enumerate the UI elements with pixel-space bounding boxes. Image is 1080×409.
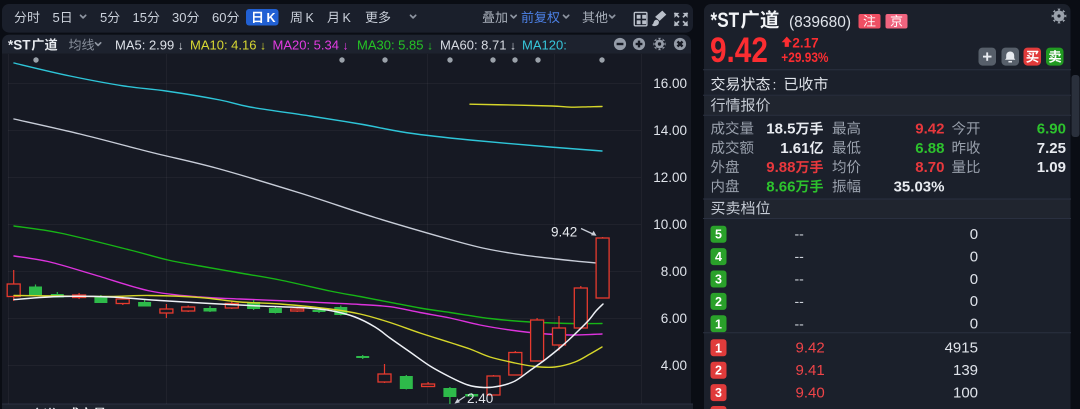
svg-text:↓: ↓ bbox=[427, 39, 433, 53]
svg-text:60: 60 bbox=[212, 10, 226, 25]
svg-text:K: K bbox=[343, 11, 352, 25]
svg-text:9.42: 9.42 bbox=[796, 340, 825, 357]
svg-text:6.00: 6.00 bbox=[661, 311, 687, 326]
svg-text:3: 3 bbox=[715, 273, 722, 287]
svg-text:5: 5 bbox=[715, 228, 722, 242]
svg-text:14.00: 14.00 bbox=[653, 123, 687, 138]
svg-text:9.42: 9.42 bbox=[710, 31, 768, 70]
svg-text:(839680): (839680) bbox=[789, 14, 851, 31]
svg-text:9.41: 9.41 bbox=[796, 362, 825, 379]
svg-text:MA20: 5.34: MA20: 5.34 bbox=[273, 38, 340, 53]
svg-text:3: 3 bbox=[715, 386, 722, 400]
svg-text:↓: ↓ bbox=[260, 39, 266, 53]
svg-text:1.61: 1.61 bbox=[780, 140, 809, 157]
svg-text::: : bbox=[773, 77, 777, 93]
svg-text:6.90: 6.90 bbox=[1037, 121, 1066, 138]
svg-text:9.42: 9.42 bbox=[915, 121, 944, 138]
svg-text:MA5: 2.99: MA5: 2.99 bbox=[115, 38, 174, 53]
svg-text:6.88: 6.88 bbox=[915, 140, 944, 157]
svg-text:12.00: 12.00 bbox=[653, 170, 687, 185]
svg-text:1: 1 bbox=[715, 341, 722, 355]
svg-text:100: 100 bbox=[953, 384, 978, 401]
svg-text:0: 0 bbox=[970, 248, 978, 265]
svg-text:↓: ↓ bbox=[178, 39, 184, 53]
svg-text:0: 0 bbox=[970, 271, 978, 288]
svg-text:+29.93%: +29.93% bbox=[781, 49, 828, 65]
svg-text:4.00: 4.00 bbox=[661, 358, 687, 373]
svg-text:8.66: 8.66 bbox=[766, 178, 795, 195]
svg-text:MA30: 5.85: MA30: 5.85 bbox=[357, 38, 424, 53]
svg-text:--: -- bbox=[795, 293, 805, 309]
svg-text:35.03%: 35.03% bbox=[894, 178, 945, 195]
svg-text:↓: ↓ bbox=[343, 39, 349, 53]
svg-text:5: 5 bbox=[53, 10, 60, 25]
svg-text:16.00: 16.00 bbox=[653, 76, 687, 91]
svg-text:8.70: 8.70 bbox=[915, 159, 944, 176]
svg-text:--: -- bbox=[795, 315, 805, 331]
svg-text:9.88: 9.88 bbox=[766, 159, 795, 176]
svg-text:0: 0 bbox=[970, 226, 978, 243]
svg-text:4: 4 bbox=[715, 250, 722, 264]
svg-text:5: 5 bbox=[100, 10, 107, 25]
svg-text:8.00: 8.00 bbox=[661, 264, 687, 279]
svg-text:2.17: 2.17 bbox=[792, 35, 818, 50]
svg-text:18.5: 18.5 bbox=[766, 121, 795, 138]
svg-text:15: 15 bbox=[133, 10, 147, 25]
svg-text:--: -- bbox=[795, 271, 805, 287]
svg-text:2.40: 2.40 bbox=[467, 391, 493, 406]
svg-text:MA10: 4.16: MA10: 4.16 bbox=[190, 38, 257, 53]
svg-text:0: 0 bbox=[970, 316, 978, 333]
svg-text:7.25: 7.25 bbox=[1037, 140, 1066, 157]
svg-text:*ST: *ST bbox=[8, 38, 31, 53]
svg-text:139: 139 bbox=[953, 362, 978, 379]
svg-text:--: -- bbox=[795, 248, 805, 264]
svg-text:--: -- bbox=[795, 226, 805, 242]
svg-text:9.40: 9.40 bbox=[796, 384, 825, 401]
svg-text:↓: ↓ bbox=[510, 39, 516, 53]
svg-text:*ST: *ST bbox=[711, 8, 740, 32]
svg-text:2: 2 bbox=[715, 364, 722, 378]
svg-text:9.42: 9.42 bbox=[551, 225, 577, 240]
svg-text:10.00: 10.00 bbox=[653, 217, 687, 232]
svg-text:0: 0 bbox=[970, 293, 978, 310]
svg-text:4915: 4915 bbox=[945, 340, 978, 357]
svg-text:30: 30 bbox=[172, 10, 186, 25]
svg-text:*ST: *ST bbox=[8, 407, 30, 409]
svg-text:1: 1 bbox=[715, 317, 722, 331]
svg-text:MA120:: MA120: bbox=[522, 38, 567, 53]
svg-text:MA60: 8.71: MA60: 8.71 bbox=[440, 38, 507, 53]
svg-text:2: 2 bbox=[715, 295, 722, 309]
svg-text:1.09: 1.09 bbox=[1037, 159, 1066, 176]
svg-text:K: K bbox=[267, 11, 276, 25]
svg-text:K: K bbox=[306, 11, 315, 25]
